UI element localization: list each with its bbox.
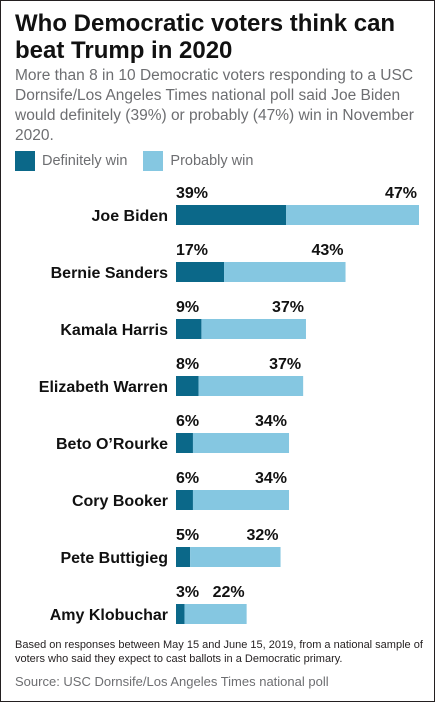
value-label-definitely: 6%: [176, 470, 199, 487]
bar-probably: [192, 490, 290, 510]
bar-probably: [192, 433, 290, 453]
chart-subtitle: More than 8 in 10 Democratic voters resp…: [15, 67, 414, 144]
legend-item-definitely: Definitely win: [15, 151, 127, 171]
value-label-definitely: 17%: [176, 242, 208, 259]
bar-probably: [190, 547, 281, 567]
bar-definitely: [176, 547, 191, 567]
legend-label-definitely: Definitely win: [42, 153, 128, 169]
footnote: Based on responses between May 15 and Ju…: [15, 639, 423, 665]
legend-label-probably: Probably win: [170, 153, 254, 169]
category-label: Pete Buttigieg: [60, 550, 168, 567]
bar-definitely: [176, 433, 193, 453]
value-label-probably: 37%: [269, 356, 301, 373]
value-label-probably: 34%: [255, 413, 287, 430]
bar-definitely: [176, 319, 202, 339]
legend-item-probably: Probably win: [143, 151, 253, 171]
value-label-probably: 37%: [272, 299, 304, 316]
category-label: Amy Klobuchar: [50, 607, 168, 624]
value-label-definitely: 5%: [176, 527, 199, 544]
source-line: Source: USC Dornsife/Los Angeles Times n…: [15, 674, 329, 689]
category-label: Kamala Harris: [60, 322, 168, 339]
bar-probably: [201, 319, 306, 339]
value-label-definitely: 9%: [176, 299, 199, 316]
value-label-probably: 47%: [385, 185, 417, 202]
value-label-probably: 32%: [247, 527, 279, 544]
bar-definitely: [176, 490, 193, 510]
legend-swatch-definitely: [15, 151, 35, 171]
bar-definitely: [176, 205, 287, 225]
bar-definitely: [176, 604, 185, 624]
bar-probably: [198, 376, 304, 396]
value-label-definitely: 3%: [176, 584, 199, 601]
value-label-probably: 43%: [312, 242, 344, 259]
legend-swatch-probably: [143, 151, 164, 171]
value-label-definitely: 6%: [176, 413, 199, 430]
bar-probably: [224, 262, 346, 282]
bar-probably: [184, 604, 247, 624]
category-label: Elizabeth Warren: [39, 379, 168, 396]
value-label-probably: 34%: [255, 470, 287, 487]
legend: Definitely win Probably win: [15, 151, 269, 171]
value-label-definitely: 8%: [176, 356, 199, 373]
category-label: Bernie Sanders: [51, 265, 168, 282]
category-label: Joe Biden: [92, 208, 168, 225]
category-label: Cory Booker: [72, 493, 168, 510]
bar-chart: Joe Biden 39% 47% Bernie Sanders 17% 43% Kamal…: [39, 185, 419, 624]
bar-definitely: [176, 376, 199, 396]
category-label: Beto O’Rourke: [56, 436, 168, 453]
value-label-definitely: 39%: [176, 185, 208, 202]
chart-title: Who Democratic voters think can beat Tru…: [15, 10, 396, 64]
bar-definitely: [176, 262, 225, 282]
bar-probably: [286, 205, 419, 225]
value-label-probably: 22%: [213, 584, 245, 601]
